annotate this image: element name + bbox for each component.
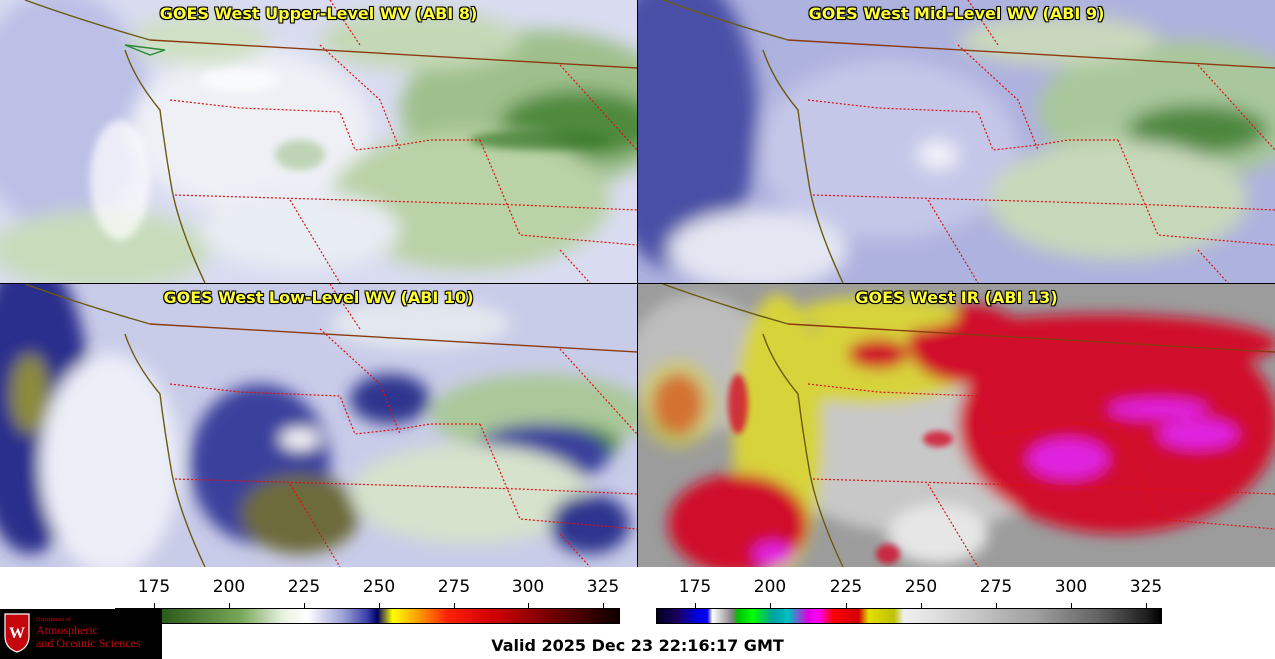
logo-name-text: Atmospheric and Oceanic Sciences [36, 624, 141, 650]
aos-logo: W Department of Atmospheric and Oceanic … [0, 609, 162, 659]
colorbar-tickmark [229, 603, 230, 608]
colorbar-tick-label: 300 [511, 577, 545, 597]
colorbar-tickmark [1071, 603, 1072, 608]
colorbar-tickmark [846, 603, 847, 608]
uw-crest-icon: W [4, 613, 30, 653]
colorbar-tick-label: 300 [1054, 577, 1088, 597]
ir-color-scale [656, 608, 1162, 624]
colorbar-tick-label: 225 [829, 577, 863, 597]
wv-colorbar: 175 200 225 250 275 300 325 [0, 567, 637, 627]
svg-text:W: W [9, 625, 25, 642]
colorbar-tickmark [304, 603, 305, 608]
colorbar-tickmark [695, 603, 696, 608]
colorbar-tick-label: 250 [362, 577, 396, 597]
colorbar-tick-label: 225 [287, 577, 321, 597]
colorbar-tickmark [770, 603, 771, 608]
colorbar-tickmark [1146, 603, 1147, 608]
upper-level-wv-image [0, 0, 637, 283]
mid-level-wv-panel: GOES West Mid-Level WV (ABI 9) [638, 0, 1275, 283]
colorbar-tick-label: 250 [904, 577, 938, 597]
ir-panel: GOES West IR (ABI 13) [638, 284, 1275, 567]
colorbar-tickmark [379, 603, 380, 608]
colorbar-tickmark [154, 603, 155, 608]
colorbar-tickmark [454, 603, 455, 608]
low-level-wv-image [0, 284, 637, 567]
colorbar-tick-label: 175 [678, 577, 712, 597]
colorbar-tick-label: 325 [1129, 577, 1163, 597]
colorbar-tick-label: 175 [137, 577, 171, 597]
colorbar-tick-label: 275 [437, 577, 471, 597]
logo-line1: Atmospheric [36, 623, 98, 637]
logo-line2: and Oceanic Sciences [36, 636, 141, 650]
low-level-wv-panel: GOES West Low-Level WV (ABI 10) [0, 284, 637, 567]
panel-title: GOES West Low-Level WV (ABI 10) [163, 288, 474, 307]
ir-image [638, 284, 1275, 567]
valid-time-label: Valid 2025 Dec 23 22:16:17 GMT [491, 636, 784, 655]
mid-level-wv-image [638, 0, 1275, 283]
ir-colorbar: 175 200 225 250 275 300 325 [638, 567, 1275, 627]
panel-title: GOES West Mid-Level WV (ABI 9) [808, 4, 1105, 23]
colorbar-tickmark [603, 603, 604, 608]
colorbar-tick-label: 200 [753, 577, 787, 597]
logo-dept-text: Department of [36, 617, 71, 623]
colorbar-tickmark [921, 603, 922, 608]
colorbar-tickmark [996, 603, 997, 608]
colorbar-tick-label: 275 [979, 577, 1013, 597]
colorbar-tickmark [528, 603, 529, 608]
wv-color-scale [115, 608, 620, 624]
panel-title: GOES West IR (ABI 13) [855, 288, 1058, 307]
panel-title: GOES West Upper-Level WV (ABI 8) [159, 4, 478, 23]
colorbar-tick-label: 200 [212, 577, 246, 597]
horizontal-divider [0, 283, 1275, 284]
upper-level-wv-panel: GOES West Upper-Level WV (ABI 8) [0, 0, 637, 283]
colorbar-tick-label: 325 [586, 577, 620, 597]
